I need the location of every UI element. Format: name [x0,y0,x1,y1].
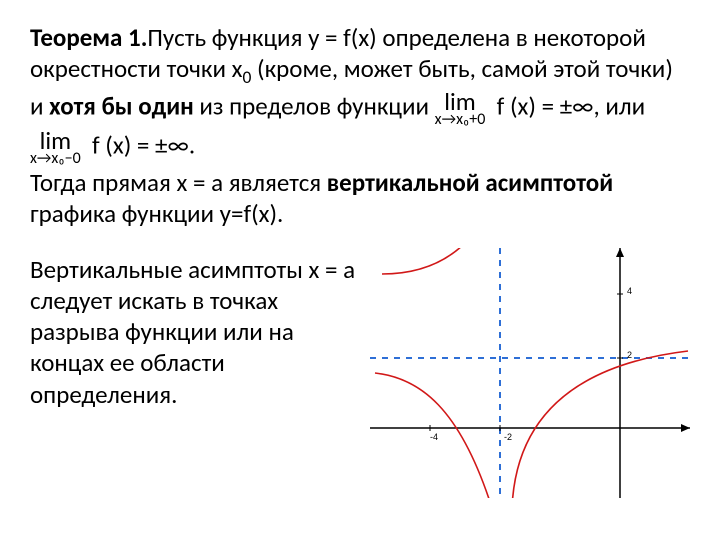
theorem-boldmid: хотя бы один [49,91,194,122]
dot: . [189,130,195,161]
pm-2: ±∞ [155,130,189,161]
lower-row: Вертикальные асимптоты x = a следует иск… [30,248,690,498]
limit-1: limx→x₀+0 [435,89,486,128]
svg-text:4: 4 [627,286,632,296]
chart-wrap: -4 -2 2 4 [370,248,690,498]
pm-1: ±∞ [560,91,594,122]
theorem-sub0: 0 [242,66,251,88]
limit-2: limx→x₀−0 [30,128,81,167]
theorem-p4b: графика функции y=f(x). [30,198,283,229]
svg-text:2: 2 [627,350,632,360]
lim-sub-2: x→x₀−0 [30,151,81,167]
theorem-text: Теорема 1.Пусть функция y = f(x) определ… [30,22,690,230]
theorem-label: Теорема 1. [30,22,147,53]
or-txt: , или [593,91,645,122]
note-text: Вертикальные асимптоты x = a следует иск… [30,248,370,498]
page: Теорема 1.Пусть функция y = f(x) определ… [0,0,720,498]
theorem-p3: из пределов функции [194,91,435,122]
lim-sub-1: x→x₀+0 [435,112,486,128]
asymptote-chart: -4 -2 2 4 [370,248,690,498]
theorem-boldend: вертикальной асимптотой [327,167,613,198]
svg-text:-4: -4 [430,432,438,442]
fx-1: f (x) = [497,91,560,122]
fx-2: f (x) = [92,130,155,161]
svg-text:-2: -2 [504,432,512,442]
theorem-p4a: Тогда прямая x = a является [30,167,327,198]
